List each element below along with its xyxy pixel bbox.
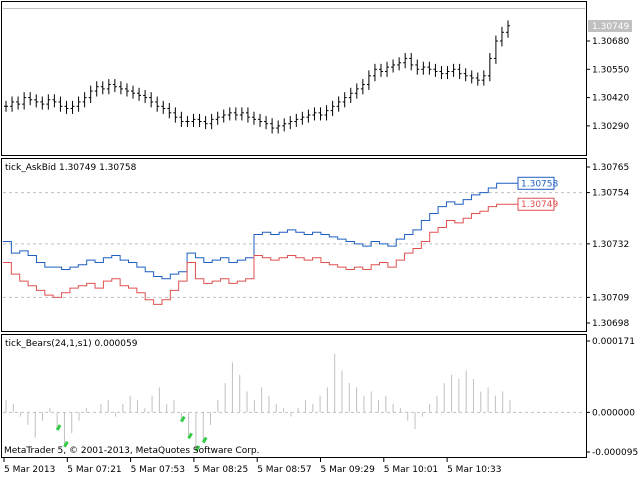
series-last-value-box-bid bbox=[517, 197, 555, 211]
askbid-axis-label: 1.30698 bbox=[592, 319, 629, 329]
askbid-axis-label: 1.30709 bbox=[592, 293, 629, 303]
bears-highlight-mark bbox=[201, 436, 208, 444]
askbid-axis-label: 1.30765 bbox=[592, 163, 629, 173]
askbid-axis-label: 1.30754 bbox=[592, 189, 629, 199]
current-price-tag bbox=[588, 19, 632, 32]
price-axis-label: 1.30680 bbox=[592, 37, 629, 47]
series-last-value-label-bid: 1.30749 bbox=[521, 200, 558, 210]
bears-pane-frame[interactable] bbox=[1, 334, 587, 458]
price-axis-label: 1.30290 bbox=[592, 122, 629, 132]
time-axis-label: 5 Mar 10:01 bbox=[384, 465, 438, 475]
bears-axis-label: -0.000095 bbox=[592, 448, 638, 458]
time-axis: 5 Mar 2013 5 Mar 07:21 5 Mar 07:53 5 Mar 08… bbox=[3, 458, 501, 475]
series-last-value-box-ask bbox=[517, 176, 555, 190]
series-last-value-label-ask: 1.30758 bbox=[521, 179, 558, 189]
askbid-axis-label: 1.30732 bbox=[592, 240, 629, 250]
bears-highlight-mark bbox=[194, 445, 201, 452]
copyright-text: MetaTrader 5, © 2001-2013, MetaQuotes So… bbox=[4, 446, 260, 456]
bears-axis-label: 0.000000 bbox=[592, 408, 635, 418]
ask-bid-pane: 1.30765 1.30754 1.30732 1.30709 1.30698 1.307… bbox=[3, 163, 629, 329]
current-price-label: 1.30749 bbox=[592, 22, 629, 32]
time-axis-label: 5 Mar 08:25 bbox=[194, 465, 248, 475]
bears-highlight-mark bbox=[187, 432, 193, 440]
time-axis-label: 5 Mar 07:21 bbox=[67, 465, 121, 475]
time-axis-label: 5 Mar 07:53 bbox=[131, 465, 185, 475]
bears-highlight-mark bbox=[180, 415, 186, 423]
bears-pane: 0.000171 0.000000 -0.000095 bbox=[3, 337, 638, 458]
price-pane: 1.30680 1.30550 1.30420 1.30290 1.30749 bbox=[3, 8, 632, 134]
askbid-pane-frame[interactable] bbox=[1, 158, 587, 332]
bears-highlight-mark bbox=[63, 440, 69, 448]
bears-indicator-title: tick_Bears(24,1,s1) 0.000059 bbox=[5, 339, 138, 349]
ask-bid-indicator-title: tick_AskBid 1.30749 1.30758 bbox=[5, 163, 137, 173]
series-line-bid bbox=[3, 203, 518, 305]
price-pane-frame[interactable] bbox=[1, 1, 587, 156]
time-axis-label: 5 Mar 2013 bbox=[4, 465, 55, 475]
time-axis-label: 5 Mar 08:57 bbox=[257, 465, 311, 475]
bears-axis-label: 0.000171 bbox=[592, 337, 635, 347]
price-axis-label: 1.30420 bbox=[592, 94, 629, 104]
series-line-ask bbox=[3, 182, 518, 280]
price-axis-label: 1.30550 bbox=[592, 65, 629, 75]
time-axis-label: 5 Mar 10:33 bbox=[447, 465, 501, 475]
bears-highlight-mark bbox=[55, 424, 62, 431]
time-axis-label: 5 Mar 09:29 bbox=[321, 465, 376, 475]
